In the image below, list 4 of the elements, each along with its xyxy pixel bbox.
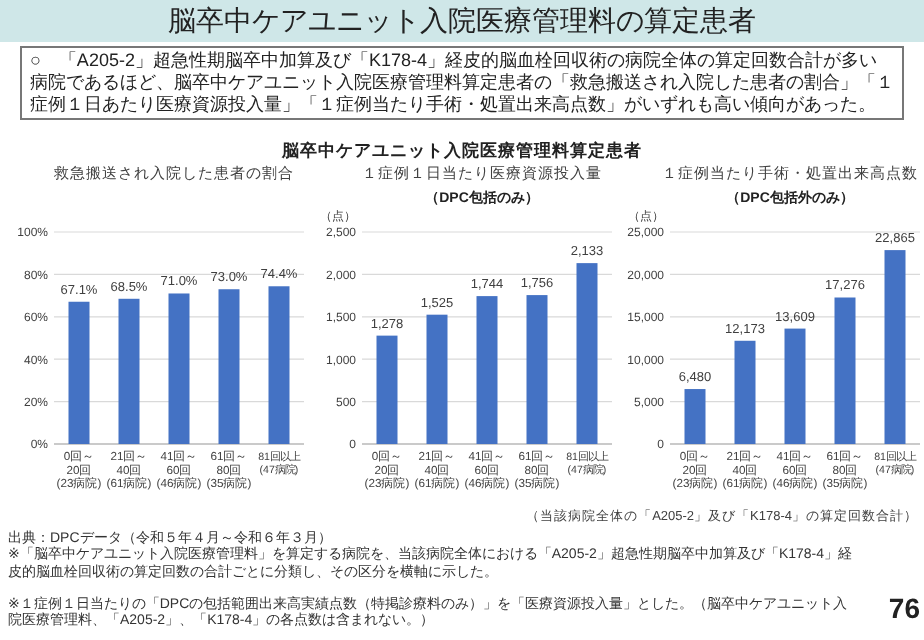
annotation: 脳卒中ケアユニット入院医療管理料の算定患者 xyxy=(0,0,924,42)
annotation: 76 xyxy=(886,592,920,624)
annotation: 脳卒中ケアユニット入院医療管理料算定患者 xyxy=(280,140,644,164)
annotation: ○ 「A205-2」超急性期脳卒中加算及び「K178-4」経皮的脳血栓回収術の病院全体の算定回数合計が多い病院であるほど、脳卒中ケアユニット入院医療管理料算定患者の「救急搬送され入院した患者の割合」「１症例１日あたり医療資源投入量」「１症例当たり手術・処置出来高点数」がいずれも高い傾向があった。 xyxy=(20,46,904,120)
